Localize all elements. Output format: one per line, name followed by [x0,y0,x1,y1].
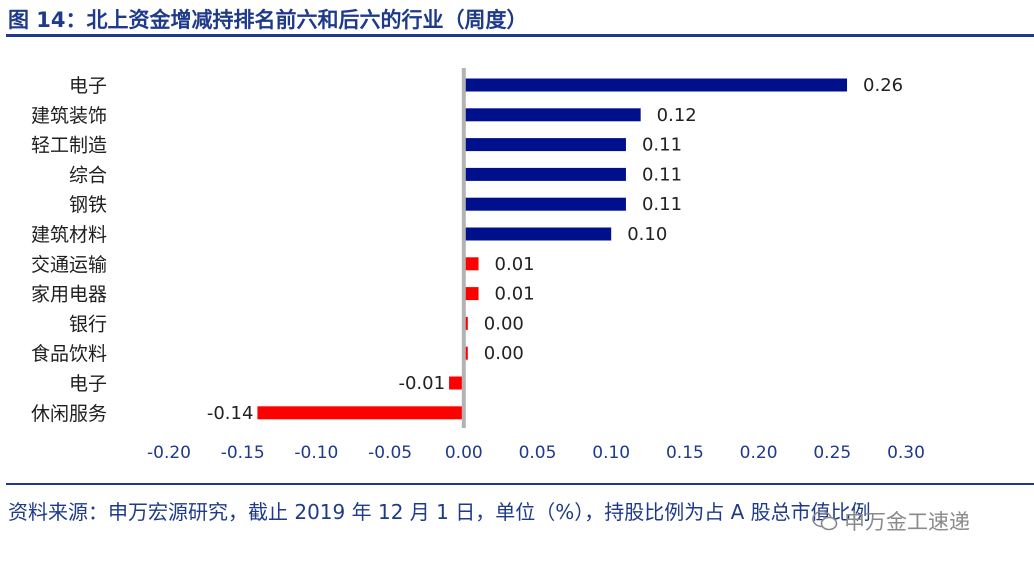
category-label: 银行 [69,313,107,335]
x-tick-label: 0.10 [592,443,630,463]
source-rule [6,483,1034,485]
value-label: 0.11 [642,194,682,215]
value-label: 0.00 [484,313,524,334]
category-label: 建筑装饰 [31,105,107,127]
x-tick-label: 0.30 [887,443,925,463]
bar-8 [463,287,479,301]
bar-5 [463,197,626,211]
bar-7 [463,257,479,271]
x-tick-label: -0.10 [294,443,338,463]
x-tick-label: 0.05 [519,443,557,463]
value-label: 0.11 [642,164,682,185]
watermark: 申万金工速递 [812,506,970,536]
bar-11 [449,376,464,390]
bars-group [257,78,848,420]
figure-title: 图 14：北上资金增减持排名前六和后六的行业（周度） [8,8,528,32]
x-tick-labels: -0.20 -0.15 -0.10 -0.05 0.00 0.05 0.10 0.15 0.20… [147,443,925,463]
value-label: 0.10 [627,224,667,245]
category-label: 电子 [69,373,107,395]
x-tick-label: 0.00 [445,443,483,463]
x-tick-label: 0.15 [666,443,704,463]
x-tick-label: 0.25 [813,443,851,463]
bar-12 [257,406,464,420]
watermark-text: 申万金工速递 [844,510,970,534]
category-label: 休闲服务 [31,403,107,425]
bar-4 [463,167,626,181]
value-label: -0.01 [398,373,445,394]
source-note: 资料来源：申万宏源研究，截止 2019 年 12 月 1 日，单位（%），持股比… [8,500,871,524]
value-label: 0.11 [642,135,682,156]
bar-1 [463,78,848,92]
x-tick-label: 0.20 [740,443,778,463]
value-label: 0.00 [484,343,524,364]
bar-chart: 电子 0.26 建筑装饰 0.12 轻工制造 0.11 综合 0.11 钢铁 0.11 建筑材料 0.… [31,68,925,463]
category-label: 食品饮料 [31,343,107,365]
labels-group: 电子 0.26 建筑装饰 0.12 轻工制造 0.11 综合 0.11 钢铁 0.11 建筑材料 0.… [31,75,903,425]
bar-3 [463,138,626,152]
category-label: 钢铁 [69,194,107,216]
value-label: 0.26 [863,75,903,96]
value-label: 0.01 [495,254,535,275]
x-tick-label: -0.05 [368,443,412,463]
category-label: 综合 [69,164,107,186]
x-tick-label: -0.15 [221,443,265,463]
value-label: -0.14 [207,403,254,424]
category-label: 交通运输 [31,254,107,276]
category-label: 建筑材料 [31,224,107,246]
x-tick-label: -0.20 [147,443,191,463]
category-label: 家用电器 [31,284,107,306]
wechat-icon [812,510,838,532]
category-label: 轻工制造 [31,135,107,157]
title-underline [6,34,1034,37]
value-label: 0.01 [495,284,535,305]
bar-6 [463,227,612,241]
value-label: 0.12 [657,105,697,126]
bar-2 [463,108,641,122]
category-label: 电子 [69,75,107,97]
